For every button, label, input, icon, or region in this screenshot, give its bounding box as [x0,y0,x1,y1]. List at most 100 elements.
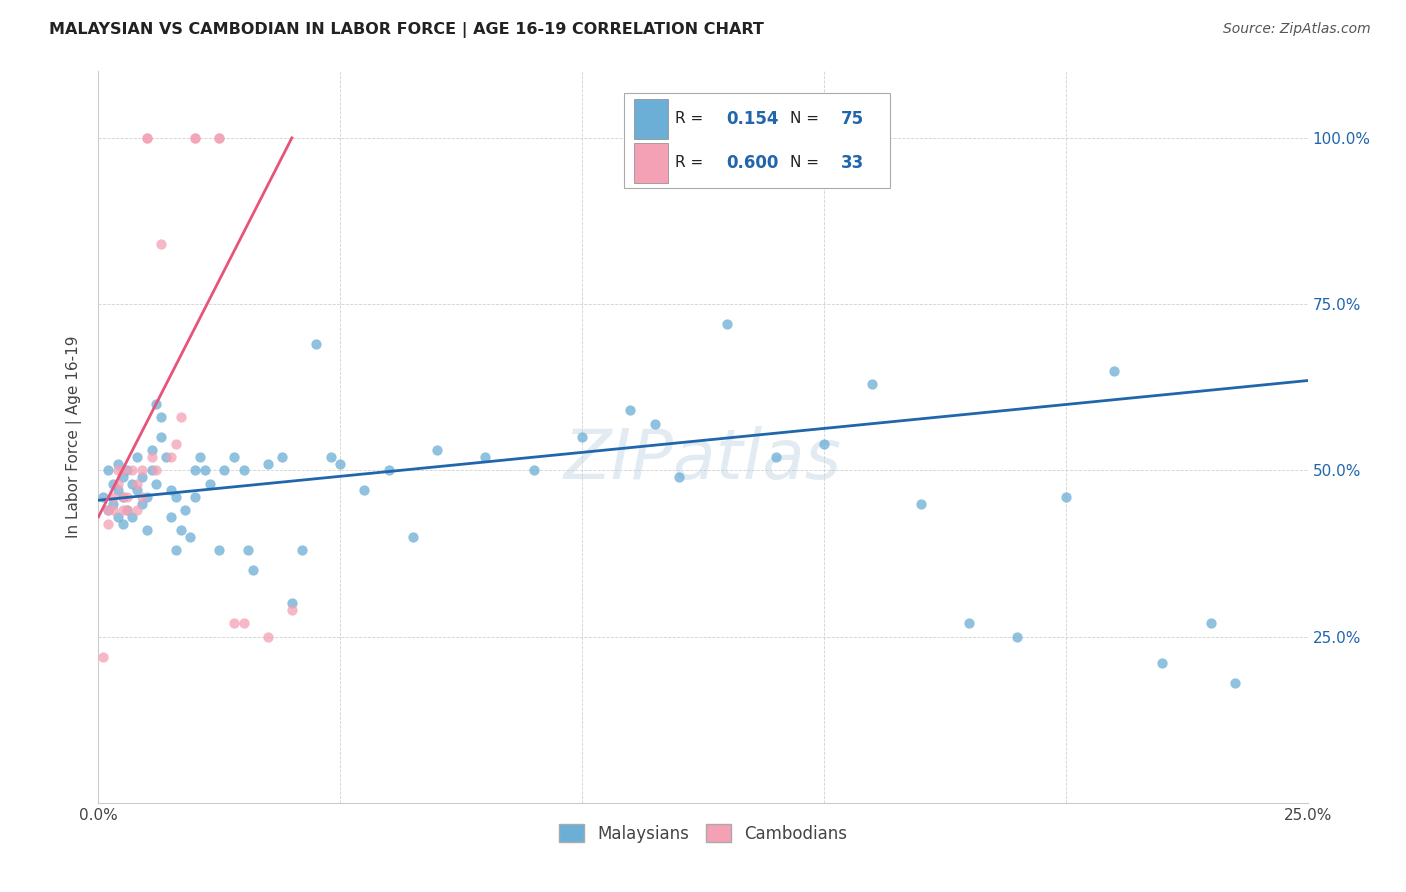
Point [860,376,883,391]
Point [222,616,245,631]
Point [155,450,177,464]
Point [150,410,173,425]
Point [1102,363,1125,377]
Point [107,483,129,498]
Point [208,131,231,145]
Point [377,463,399,477]
Point [107,509,129,524]
FancyBboxPatch shape [624,94,890,188]
Text: 0.600: 0.600 [725,153,779,172]
Point [121,463,143,477]
Point [1199,616,1222,631]
Bar [634,99,668,139]
Point [402,530,425,544]
Point [141,443,163,458]
Text: N =: N = [790,155,824,170]
Point [184,131,207,145]
Point [127,503,149,517]
Point [107,463,129,477]
Point [145,476,167,491]
Point [97,516,120,531]
Point [117,503,139,517]
Point [145,463,167,477]
Point [111,516,134,531]
Point [184,490,207,504]
Text: 75: 75 [841,110,863,128]
Point [1223,676,1246,690]
Point [97,503,120,517]
Point [169,410,191,425]
Point [135,131,157,145]
Point [426,443,449,458]
Point [131,463,153,477]
Point [131,497,153,511]
Point [169,523,191,537]
Point [111,463,134,477]
Point [256,457,278,471]
Point [179,530,201,544]
Point [212,463,235,477]
Point [91,649,114,664]
Text: MALAYSIAN VS CAMBODIAN IN LABOR FORCE | AGE 16-19 CORRELATION CHART: MALAYSIAN VS CAMBODIAN IN LABOR FORCE | … [49,22,763,38]
Point [208,131,231,145]
Point [813,436,835,450]
Point [141,450,163,464]
Point [571,430,593,444]
Point [305,337,328,351]
Point [765,450,787,464]
Text: R =: R = [675,155,709,170]
Point [111,470,134,484]
Point [101,503,124,517]
Point [141,463,163,477]
Point [127,476,149,491]
Point [1007,630,1029,644]
Point [101,497,124,511]
Point [111,490,134,504]
Point [150,237,173,252]
Point [910,497,932,511]
Point [135,490,157,504]
Point [135,523,157,537]
Point [319,450,342,464]
Point [131,470,153,484]
Point [117,503,139,517]
Point [957,616,980,631]
Point [271,450,294,464]
Point [107,476,129,491]
Text: 33: 33 [841,153,865,172]
Point [523,463,546,477]
Point [101,490,124,504]
Point [165,490,187,504]
Point [716,317,738,331]
Point [160,483,183,498]
Point [281,596,304,610]
Y-axis label: In Labor Force | Age 16-19: In Labor Force | Age 16-19 [66,335,83,539]
Text: N =: N = [790,112,824,127]
Point [160,450,183,464]
Point [256,630,278,644]
Bar [634,143,668,183]
Point [165,543,187,558]
Point [188,450,211,464]
Point [281,603,304,617]
Point [131,490,153,504]
Point [91,490,114,504]
Point [97,463,120,477]
Point [121,509,143,524]
Point [127,483,149,498]
Point [194,463,217,477]
Point [619,403,641,417]
Point [117,490,139,504]
Point [232,463,254,477]
Point [117,463,139,477]
Point [101,476,124,491]
Text: ZIPatlas: ZIPatlas [564,425,842,492]
Point [242,563,264,577]
Point [184,131,207,145]
Point [165,436,187,450]
Point [1152,656,1174,670]
Point [127,450,149,464]
Point [97,503,120,517]
Point [145,397,167,411]
Point [222,450,245,464]
